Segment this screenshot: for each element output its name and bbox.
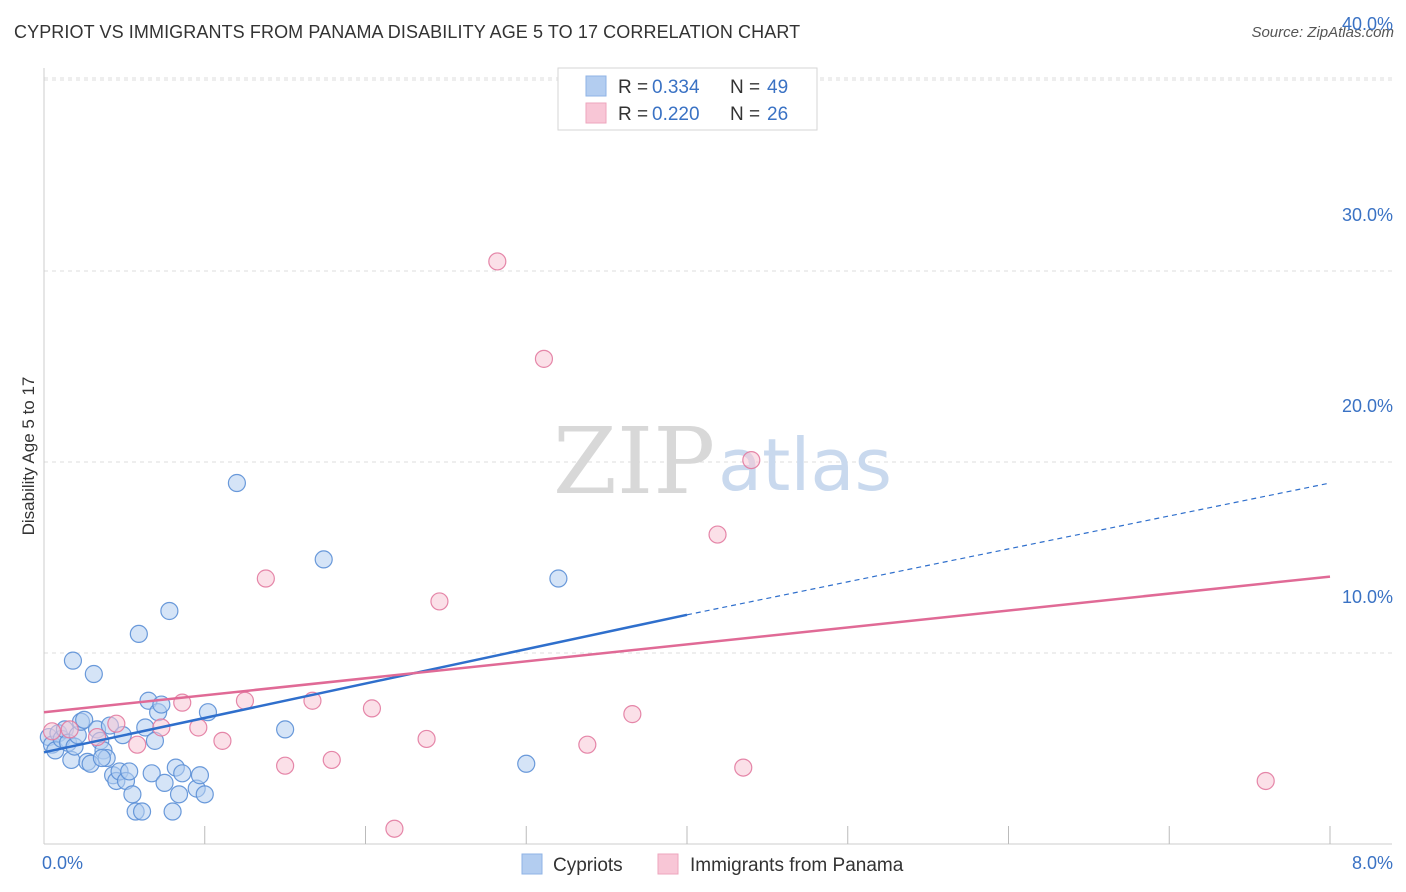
series-legend-swatch-panama — [657, 853, 679, 875]
point-cypriots — [129, 624, 148, 644]
legend-r-label-2: R = — [618, 104, 648, 125]
source-credit: Source: ZipAtlas.com — [1251, 24, 1394, 41]
point-panama — [128, 735, 147, 754]
point-cypriots — [173, 764, 192, 783]
axis-layer: 10.0% 20.0% 30.0% 40.0% 0.0% 8.0% — [42, 14, 1393, 873]
point-panama — [235, 691, 255, 710]
series-legend-swatch-cypriots — [521, 853, 543, 875]
legend-swatch-cypriots — [585, 75, 607, 97]
point-panama — [276, 756, 295, 775]
point-cypriots — [120, 762, 139, 781]
point-cypriots — [227, 473, 246, 493]
point-panama — [734, 758, 753, 777]
point-panama — [708, 525, 727, 544]
point-panama — [1256, 771, 1275, 791]
point-panama — [385, 819, 404, 838]
watermark-zip: ZIP — [553, 408, 715, 515]
point-panama — [213, 731, 232, 750]
point-panama — [623, 705, 642, 724]
point-cypriots — [549, 569, 568, 588]
point-panama — [256, 569, 275, 588]
point-cypriots — [84, 664, 103, 684]
point-cypriots — [190, 766, 210, 785]
y-tick-label: 20.0% — [1342, 396, 1393, 416]
point-panama — [42, 722, 62, 741]
y-tick-label: 40.0% — [1342, 14, 1393, 34]
point-cypriots — [517, 754, 536, 773]
point-panama — [60, 720, 79, 739]
y-tick-label: 10.0% — [1342, 587, 1393, 607]
point-panama — [417, 729, 436, 749]
point-panama — [322, 750, 341, 770]
trendline-cypriots — [43, 613, 688, 754]
point-cypriots — [155, 773, 174, 792]
point-cypriots — [123, 785, 142, 804]
legend-box: R = 0.334 N = 49 R = 0.220 N = 26 — [557, 67, 818, 131]
point-cypriots — [276, 720, 295, 739]
legend-n-label-2: N = — [730, 104, 760, 125]
series-legend-cypriots: Cypriots — [553, 855, 623, 876]
legend-r-value-1: 0.334 — [652, 77, 700, 98]
legend-n-label-1: N = — [730, 77, 760, 98]
legend-swatch-panama — [585, 102, 607, 124]
points-layer — [39, 252, 1275, 838]
x-tick-label-max: 8.0% — [1352, 853, 1393, 873]
series-legend-panama: Immigrants from Panama — [690, 855, 904, 876]
point-cypriots — [163, 802, 182, 821]
point-cypriots — [142, 764, 161, 783]
y-axis-label: Disability Age 5 to 17 — [19, 377, 38, 536]
point-cypriots — [92, 748, 111, 768]
point-panama — [430, 592, 449, 611]
point-panama — [107, 714, 126, 733]
legend-n-value-2: 26 — [767, 104, 788, 125]
point-cypriots — [75, 710, 94, 729]
x-tick-label-min: 0.0% — [42, 853, 83, 873]
watermark: ZIP atlas — [553, 408, 892, 515]
grid-layer — [44, 77, 1392, 654]
point-panama — [362, 699, 382, 718]
chart-title: CYPRIOT VS IMMIGRANTS FROM PANAMA DISABI… — [14, 22, 801, 42]
trend-layer — [43, 482, 1331, 754]
point-panama — [578, 735, 597, 754]
series-legend: Cypriots Immigrants from Panama — [521, 853, 904, 876]
legend-n-value-1: 49 — [767, 77, 788, 98]
point-cypriots — [160, 601, 179, 621]
y-tick-label: 30.0% — [1342, 205, 1393, 225]
trendline-panama — [43, 575, 1331, 714]
point-panama — [488, 252, 507, 271]
point-cypriots — [169, 785, 189, 804]
point-cypriots — [314, 550, 333, 569]
point-cypriots — [195, 785, 214, 804]
point-panama — [534, 349, 554, 368]
legend-r-value-2: 0.220 — [652, 104, 700, 125]
point-cypriots — [132, 802, 152, 821]
legend-r-label-1: R = — [618, 77, 648, 98]
point-panama — [742, 450, 761, 470]
point-cypriots — [63, 651, 83, 670]
trendline-cypriots-extension — [686, 482, 1331, 616]
